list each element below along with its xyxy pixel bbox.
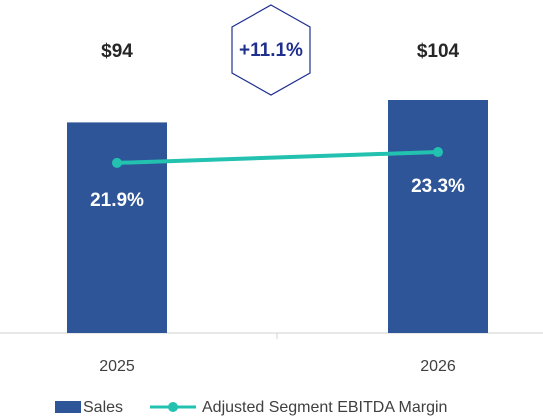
line-marker xyxy=(433,147,443,158)
annotation: +11.1% xyxy=(239,40,303,61)
legend-swatch xyxy=(55,401,81,413)
x-tick-label: 2025 xyxy=(99,358,135,375)
bar xyxy=(388,100,488,333)
legend-swatch-marker xyxy=(168,402,178,412)
line-value-label: 23.3% xyxy=(411,176,465,197)
annotation-badge xyxy=(231,4,311,96)
legend-label: Sales xyxy=(83,399,123,416)
bar-value-label: $94 xyxy=(101,41,133,62)
line-marker xyxy=(112,157,122,168)
bar xyxy=(67,122,167,334)
legend-label: Adjusted Segment EBITDA Margin xyxy=(202,399,447,416)
x-tick-label: 2026 xyxy=(420,358,456,375)
line-value-label: 21.9% xyxy=(90,190,144,211)
bar-value-label: $104 xyxy=(417,41,460,62)
line xyxy=(116,150,439,165)
